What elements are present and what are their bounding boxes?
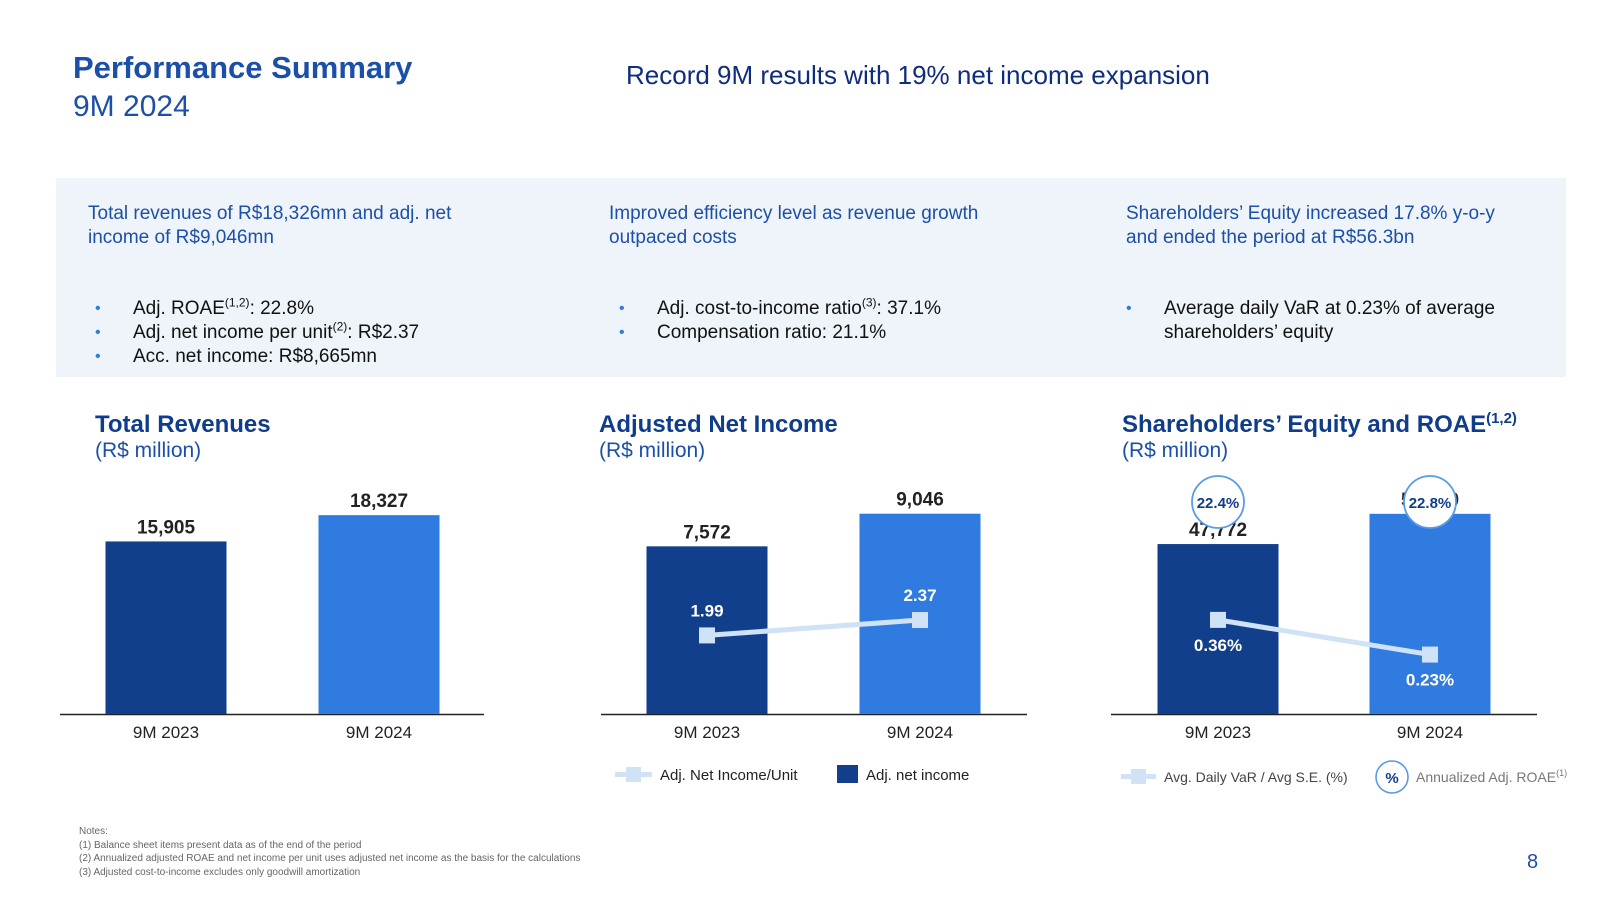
- line-value-label: 2.37: [903, 586, 936, 605]
- bullet-item: • Adj. net income per unit(2): R$2.37: [95, 319, 420, 343]
- bar-value-label: 18,327: [350, 491, 408, 512]
- highlights-panel: [56, 178, 1566, 377]
- chart-net-income-header: Adjusted Net Income (R$ million): [599, 411, 838, 463]
- roae-circle: [1403, 475, 1457, 529]
- page-title: Performance Summary: [73, 50, 413, 85]
- legend-line-marker: [626, 767, 641, 782]
- bullet-icon: •: [95, 348, 101, 365]
- highlight-heading: Shareholders’ Equity increased 17.8% y-o…: [1126, 203, 1495, 248]
- highlight-heading: Improved efficiency level as revenue gro…: [609, 203, 979, 248]
- chart-unit: (R$ million): [599, 439, 706, 462]
- line-value-label: 1.99: [690, 601, 723, 620]
- legend-roae-icon: [1375, 760, 1409, 794]
- legend-label: Adj. net income: [866, 767, 969, 784]
- legend-line-marker: [1131, 769, 1146, 784]
- line-value-label: 0.36%: [1194, 636, 1242, 655]
- highlight-revenue: Total revenues of R$18,326mn and adj. ne…: [88, 202, 558, 369]
- bullet-item: shareholders’ equity: [1164, 322, 1334, 343]
- line-marker: [1422, 646, 1438, 663]
- x-tick-label: 9M 2024: [887, 723, 953, 742]
- highlight-bullets: • Adj. ROAE(1,2): 22.8% • Adj. net income …: [95, 297, 558, 369]
- highlight-efficiency: Improved efficiency level as revenue gro…: [609, 202, 1069, 345]
- chart-unit: (R$ million): [95, 439, 202, 462]
- line-marker: [1210, 611, 1226, 628]
- series-line: [1217, 617, 1431, 658]
- bullet-icon: •: [619, 324, 625, 341]
- bar: [1369, 513, 1491, 714]
- x-tick-label: 9M 2023: [674, 723, 740, 742]
- x-tick-label: 9M 2024: [1397, 723, 1463, 742]
- bullet-item: • Compensation ratio: 21.1%: [619, 322, 887, 343]
- chart-equity-header: Shareholders’ Equity and ROAE(1,2) (R$ m…: [1122, 411, 1517, 463]
- series-line: [706, 617, 921, 638]
- bullet-item: • Adj. ROAE(1,2): 22.8%: [95, 295, 314, 319]
- bullet-icon: •: [1126, 300, 1132, 317]
- legend-label: Adj. Net Income/Unit: [660, 767, 798, 784]
- bullet-item: • Adj. cost-to-income ratio(3): 37.1%: [619, 295, 941, 319]
- bar-value-label: 47,772: [1189, 520, 1247, 541]
- roae-circle: [1191, 475, 1245, 529]
- bar-value-label: 15,905: [137, 517, 196, 538]
- highlight-heading: Total revenues of R$18,326mn and adj. ne…: [88, 203, 452, 248]
- bullet-icon: •: [95, 300, 101, 317]
- legend-roae-symbol: %: [1385, 770, 1398, 787]
- line-value-label: 0.23%: [1406, 671, 1454, 690]
- x-tick-label: 9M 2023: [133, 723, 199, 742]
- line-marker: [912, 612, 928, 629]
- highlight-bullets: • Adj. cost-to-income ratio(3): 37.1% • Co…: [619, 297, 1069, 345]
- footnotes: Notes: (1) Balance sheet items present d…: [79, 826, 581, 878]
- legend-label: Avg. Daily VaR / Avg S.E. (%): [1164, 769, 1348, 785]
- x-tick-label: 9M 2023: [1185, 723, 1251, 742]
- line-marker: [699, 627, 715, 644]
- highlight-equity: Shareholders’ Equity increased 17.8% y-o…: [1126, 202, 1556, 345]
- bar-value-label: 7,572: [683, 522, 731, 543]
- legend-label: Annualized Adj. ROAE(1): [1416, 768, 1567, 785]
- bullet-item: • Average daily VaR at 0.23% of average: [1126, 298, 1495, 319]
- page-number: 8: [1527, 851, 1539, 873]
- bullet-item: • Acc. net income: R$8,665mn: [95, 346, 377, 367]
- roae-value-label: 22.4%: [1197, 495, 1240, 512]
- bar: [1157, 544, 1279, 714]
- headline: Record 9M results with 19% net income ex…: [626, 60, 1210, 90]
- page-subtitle: 9M 2024: [73, 90, 190, 123]
- bar: [318, 515, 440, 714]
- x-tick-label: 9M 2024: [346, 723, 412, 742]
- bullet-icon: •: [95, 324, 101, 341]
- bar-value-label: 9,046: [896, 490, 944, 511]
- chart-title: Shareholders’ Equity and ROAE(1,2): [1122, 410, 1517, 438]
- legend-bar-icon: [837, 765, 858, 783]
- chart-title: Total Revenues: [95, 411, 271, 438]
- chart-title: Adjusted Net Income: [599, 411, 838, 438]
- roae-value-label: 22.8%: [1409, 495, 1452, 512]
- chart-revenues-header: Total Revenues (R$ million): [95, 411, 271, 463]
- chart-unit: (R$ million): [1122, 439, 1229, 462]
- bullet-icon: •: [619, 300, 625, 317]
- highlight-bullets: • Average daily VaR at 0.23% of average s…: [1126, 297, 1556, 345]
- bar: [105, 541, 227, 714]
